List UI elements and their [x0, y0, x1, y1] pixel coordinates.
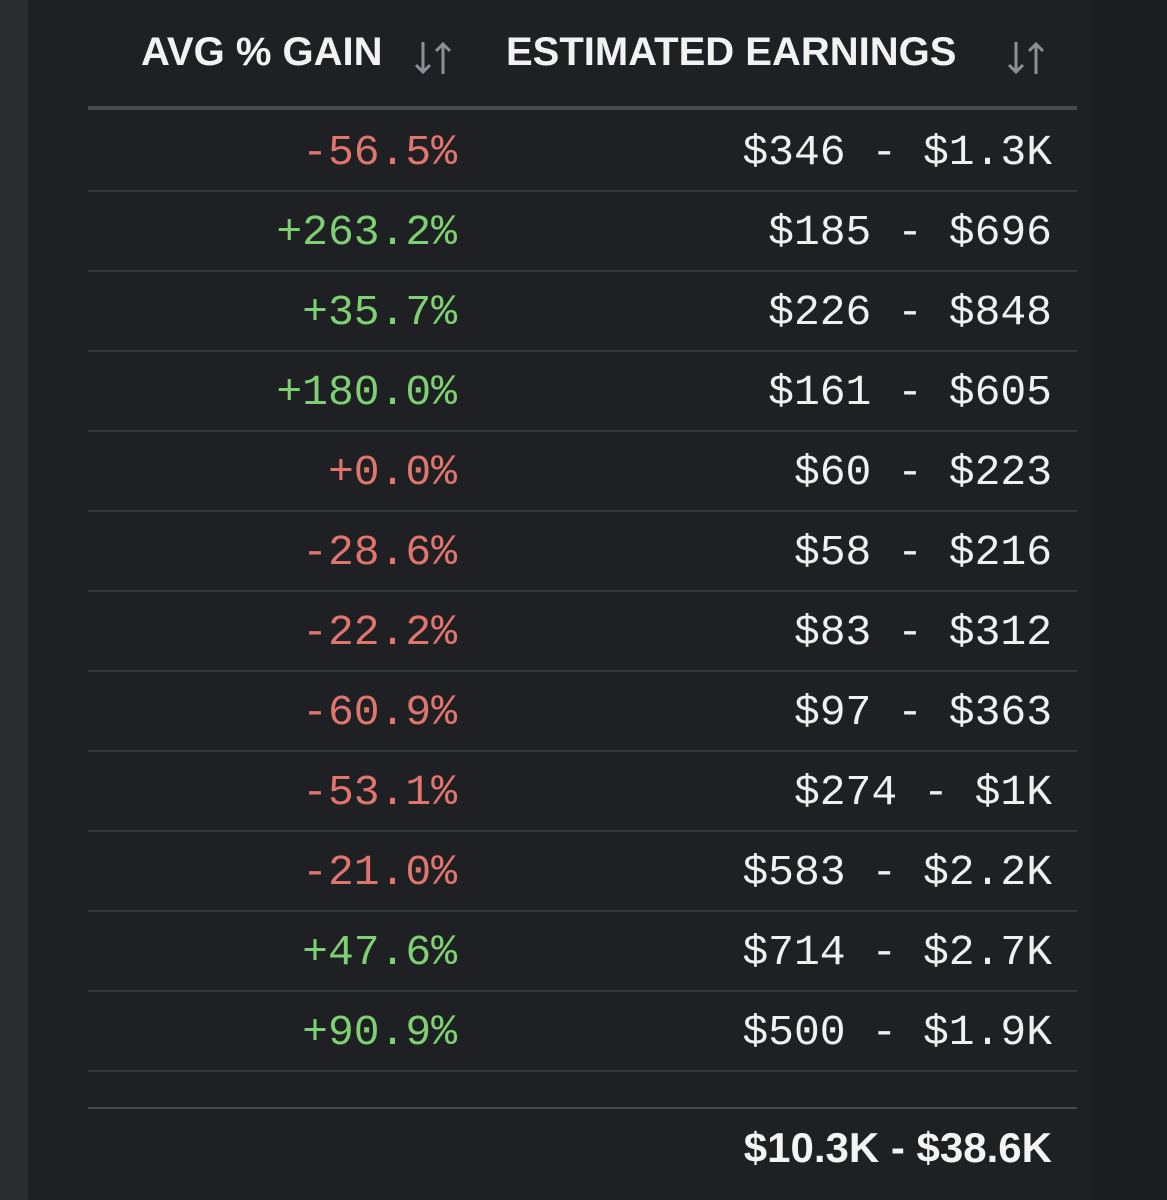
row-rule: [88, 350, 1077, 352]
gain-cell: -21.0%: [302, 848, 457, 897]
gain-cell: -60.9%: [302, 688, 457, 737]
earnings-cell: $161 - $605: [768, 368, 1052, 417]
gain-cell: +263.2%: [276, 208, 457, 257]
row-rule: [88, 830, 1077, 832]
row-rule: [88, 670, 1077, 672]
earnings-cell: $83 - $312: [793, 608, 1052, 657]
gain-cell: +35.7%: [302, 288, 457, 337]
gain-cell: +90.9%: [302, 1008, 457, 1057]
earnings-cell: $226 - $848: [768, 288, 1052, 337]
column-header[interactable]: AVG % GAIN: [141, 30, 383, 74]
gain-cell: -56.5%: [302, 128, 457, 177]
sort-icon[interactable]: [413, 38, 457, 78]
earnings-cell: $346 - $1.3K: [742, 128, 1052, 177]
row-rule: [88, 990, 1077, 992]
gain-cell: -53.1%: [302, 768, 457, 817]
header-rule: [88, 106, 1077, 110]
row-rule: [88, 1070, 1077, 1072]
sort-icon[interactable]: [1006, 38, 1050, 78]
gain-cell: +0.0%: [327, 448, 457, 497]
row-rule: [88, 270, 1077, 272]
total: $10.3K - $38.6K: [743, 1124, 1052, 1171]
row-rule: [88, 190, 1077, 192]
gain-cell: -22.2%: [302, 608, 457, 657]
earnings-cell: $97 - $363: [793, 688, 1052, 737]
earnings-cell: $274 - $1K: [793, 768, 1052, 817]
gain-cell: +47.6%: [302, 928, 457, 977]
earnings-cell: $60 - $223: [793, 448, 1052, 497]
earnings-cell: $185 - $696: [768, 208, 1052, 257]
panel: [28, 0, 1090, 1200]
gain-cell: +180.0%: [276, 368, 457, 417]
edge: [0, 0, 28, 1200]
row-rule: [88, 750, 1077, 752]
earnings-cell: $58 - $216: [793, 528, 1052, 577]
earnings-cell: $583 - $2.2K: [742, 848, 1052, 897]
row-rule: [88, 910, 1077, 912]
earnings-cell: $714 - $2.7K: [742, 928, 1052, 977]
footer-rule: [88, 1107, 1077, 1109]
row-rule: [88, 510, 1077, 512]
earnings-cell: $500 - $1.9K: [742, 1008, 1052, 1057]
row-rule: [88, 590, 1077, 592]
column-header[interactable]: ESTIMATED EARNINGS: [506, 30, 957, 74]
row-rule: [88, 430, 1077, 432]
gain-cell: -28.6%: [302, 528, 457, 577]
